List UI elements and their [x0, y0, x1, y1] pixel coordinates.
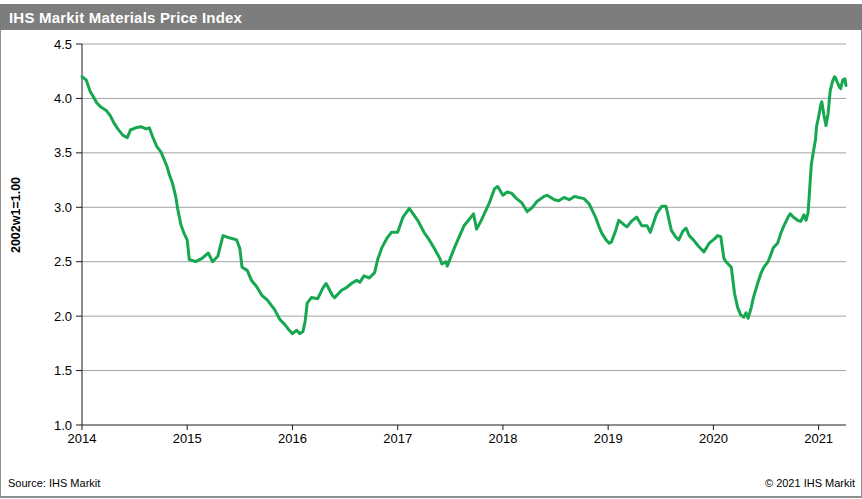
y-tick-label: 3.5 [54, 145, 72, 160]
x-tick-label: 2017 [383, 431, 412, 446]
source-text: Source: IHS Markit [8, 477, 100, 489]
x-tick-label: 2014 [68, 431, 97, 446]
x-tick-label: 2019 [594, 431, 623, 446]
copyright-text: © 2021 IHS Markit [765, 477, 855, 489]
price-line [82, 77, 846, 334]
x-tick-label: 2020 [699, 431, 728, 446]
y-axis-title: 2002w1=1.00 [9, 115, 25, 315]
y-tick-label: 3.0 [54, 200, 72, 215]
y-tick-label: 2.5 [54, 254, 72, 269]
y-tick-label: 2.0 [54, 309, 72, 324]
x-tick-label: 2021 [804, 431, 833, 446]
y-tick-label: 4.0 [54, 91, 72, 106]
y-tick-label: 4.5 [54, 37, 72, 52]
x-tick-label: 2015 [173, 431, 202, 446]
x-tick-label: 2016 [278, 431, 307, 446]
x-tick-label: 2018 [488, 431, 517, 446]
price-index-chart: 1.01.52.02.53.03.54.04.52014201520162017… [0, 0, 862, 499]
y-tick-label: 1.5 [54, 363, 72, 378]
